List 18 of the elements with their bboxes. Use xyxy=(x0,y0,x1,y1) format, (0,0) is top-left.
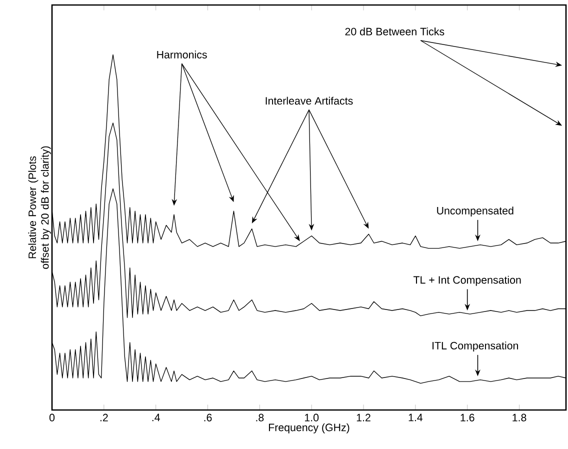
x-tick-label: .6 xyxy=(204,414,212,422)
y-axis-title: Relative Power (Plots offset by 20 dB for clarity) xyxy=(28,146,51,269)
x-tick-label: 1.6 xyxy=(460,414,474,422)
text: Uncompensated xyxy=(437,206,514,217)
x-tick-label: .4 xyxy=(152,414,160,422)
text: TL + Int Compensation xyxy=(413,276,521,286)
text: ITL Compensation xyxy=(432,342,518,352)
x-tick-label: 1.4 xyxy=(408,414,423,422)
text: 20 dB Between Ticks xyxy=(345,28,444,36)
annotation: Interleave Artifacts xyxy=(266,96,353,105)
x-tick-label: 1.0 xyxy=(304,414,319,422)
x-tick-label: .2 xyxy=(100,414,108,422)
x-tick-label: .8 xyxy=(256,414,264,422)
x-axis-title: Frequency (GHz) xyxy=(268,423,350,434)
x-tick-label: 0 xyxy=(49,414,55,422)
x-tick-label: 1.8 xyxy=(512,414,526,422)
x-tick-label: 1.2 xyxy=(356,414,370,422)
annotation: Harmonics xyxy=(157,50,207,58)
